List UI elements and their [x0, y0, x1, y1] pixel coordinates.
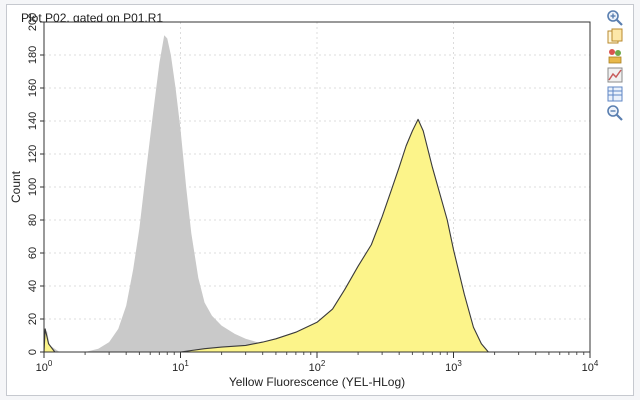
y-tick-label: 0	[27, 349, 39, 355]
table-icon[interactable]	[606, 85, 624, 103]
y-tick-label: 40	[27, 280, 39, 292]
y-tick-label: 160	[27, 79, 39, 97]
zoom-in-icon[interactable]	[606, 9, 624, 27]
y-tick-label: 120	[27, 145, 39, 163]
x-tick-label: 100	[36, 359, 53, 374]
y-axis-label: Count	[9, 170, 23, 203]
plot-toolbar	[604, 8, 628, 123]
axes-frame	[43, 21, 591, 353]
copy-icon[interactable]	[606, 28, 624, 46]
histogram-series-2	[43, 118, 489, 353]
overlay-icon[interactable]	[606, 66, 624, 84]
y-tick-label: 140	[27, 112, 39, 130]
x-tick-label: 102	[309, 359, 326, 374]
x-tick-label: 103	[445, 359, 462, 374]
y-tick-labels: 0 20 40 60 80 100 120 140 160 180 200	[27, 13, 39, 355]
x-tick-labels: 100 101 102 103 104	[36, 359, 599, 374]
y-tick-label: 180	[27, 46, 39, 64]
zoom-out-icon[interactable]	[606, 104, 624, 122]
series-layer	[43, 35, 489, 353]
histogram-series-1	[44, 35, 296, 352]
stats-icon[interactable]	[606, 47, 624, 65]
axes	[40, 21, 591, 358]
x-tick-label: 104	[582, 359, 599, 374]
y-tick-label: 20	[27, 313, 39, 325]
x-axis-label: Yellow Fluorescence (YEL-HLog)	[229, 375, 405, 389]
y-tick-label: 200	[27, 13, 39, 31]
grid	[43, 21, 591, 353]
y-tick-label: 60	[27, 247, 39, 259]
y-tick-label: 100	[27, 178, 39, 196]
y-tick-label: 80	[27, 214, 39, 226]
x-tick-label: 101	[172, 359, 189, 374]
